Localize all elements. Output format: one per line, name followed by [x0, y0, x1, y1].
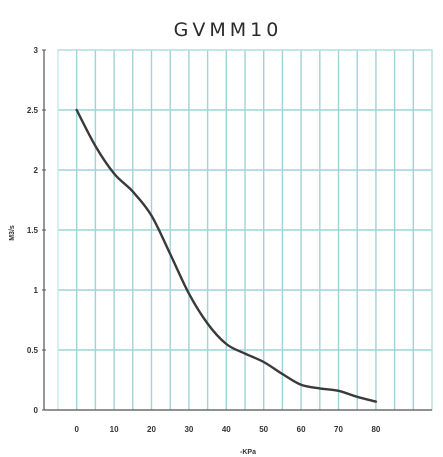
- x-tick-labels: 0 10 20 30 40 50 60 70 80: [74, 425, 380, 434]
- y-tick-label: 2: [34, 166, 39, 175]
- x-axis-label: -KPa: [240, 449, 256, 456]
- series-line: [75, 108, 378, 403]
- x-tick-label: 40: [222, 425, 231, 434]
- y-tick-label: 1.5: [27, 226, 39, 235]
- y-tick-label: 0.5: [27, 346, 39, 355]
- x-tick-label: 50: [259, 425, 268, 434]
- x-tick-label: 0: [74, 425, 79, 434]
- series: [75, 108, 378, 403]
- chart-title: GVMM10: [174, 19, 283, 41]
- x-tick-label: 10: [110, 425, 119, 434]
- y-axis-label: M3/s: [9, 225, 16, 241]
- x-tick-label: 20: [147, 425, 156, 434]
- y-tick-label: 1: [34, 286, 39, 295]
- x-tick-label: 30: [184, 425, 193, 434]
- x-tick-label: 70: [334, 425, 343, 434]
- y-tick-labels: 0 0.5 1 1.5 2 2.5 3: [27, 46, 46, 415]
- x-tick-label: 60: [297, 425, 306, 434]
- y-tick-label: 0: [34, 406, 39, 415]
- grid: [58, 49, 433, 410]
- x-tick-label: 80: [371, 425, 380, 434]
- y-tick-label: 2.5: [27, 106, 39, 115]
- y-tick-label: 3: [34, 46, 39, 55]
